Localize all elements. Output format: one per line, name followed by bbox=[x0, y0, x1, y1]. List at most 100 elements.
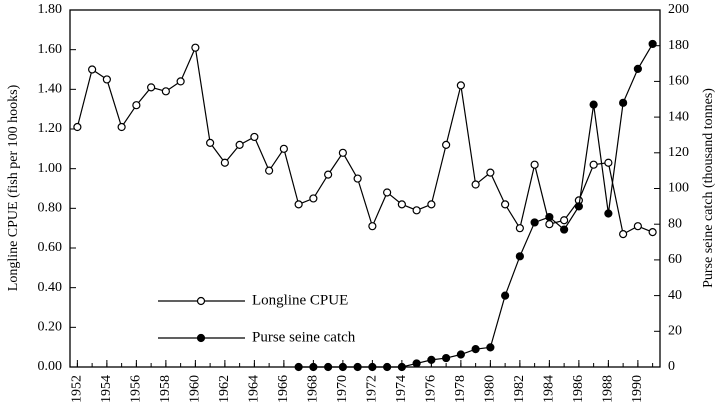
y-tick-label: 0.00 bbox=[38, 359, 63, 374]
data-point bbox=[442, 353, 451, 363]
series-line bbox=[298, 43, 654, 368]
y2-tick-label: 180 bbox=[668, 38, 689, 53]
y-tick-label: 0.60 bbox=[38, 240, 63, 255]
data-point bbox=[545, 220, 554, 229]
data-point bbox=[309, 194, 318, 203]
data-point bbox=[515, 252, 524, 261]
data-point bbox=[560, 225, 569, 234]
data-point bbox=[486, 343, 495, 352]
data-point bbox=[471, 180, 480, 189]
data-point bbox=[88, 65, 97, 74]
data-point bbox=[279, 144, 288, 153]
data-point bbox=[132, 101, 141, 110]
y-tick-label: 0.80 bbox=[38, 201, 63, 216]
x-tick-label: 1982 bbox=[512, 375, 527, 403]
data-point bbox=[619, 230, 628, 239]
data-point bbox=[545, 212, 554, 222]
data-point bbox=[501, 200, 510, 209]
data-point bbox=[471, 345, 480, 354]
data-point bbox=[353, 174, 362, 183]
y2-tick-label: 40 bbox=[668, 288, 682, 303]
data-point bbox=[633, 64, 642, 74]
data-point bbox=[309, 362, 318, 372]
x-tick-label: 1980 bbox=[483, 375, 498, 403]
series-line bbox=[76, 45, 653, 236]
data-point bbox=[147, 83, 156, 92]
y-tick-label: 0.20 bbox=[38, 320, 63, 335]
x-tick-label: 1986 bbox=[571, 375, 586, 403]
data-point bbox=[530, 160, 539, 169]
data-point bbox=[633, 222, 642, 231]
plot-frame bbox=[69, 9, 661, 368]
data-point bbox=[235, 140, 244, 149]
y2-tick-label: 80 bbox=[668, 216, 682, 231]
legend-label: Longline CPUE bbox=[252, 292, 348, 308]
data-point bbox=[589, 100, 598, 109]
x-tick-label: 1976 bbox=[424, 375, 439, 403]
data-point bbox=[442, 140, 451, 149]
y-axis-label: Longline CPUE (fish per 100 hooks) bbox=[6, 84, 21, 291]
data-point bbox=[560, 216, 569, 225]
data-point bbox=[383, 362, 392, 372]
data-point bbox=[427, 355, 436, 364]
data-point bbox=[574, 202, 583, 211]
data-point bbox=[324, 362, 333, 372]
data-point bbox=[604, 209, 613, 218]
legend-label: Purse seine catch bbox=[252, 329, 356, 345]
y2-tick-label: 120 bbox=[668, 145, 689, 160]
data-point bbox=[604, 158, 613, 167]
data-point bbox=[338, 362, 347, 372]
data-point bbox=[73, 122, 82, 132]
x-tick-label: 1952 bbox=[70, 375, 85, 403]
data-point bbox=[515, 224, 524, 233]
legend-marker bbox=[196, 296, 206, 306]
y-tick-label: 1.00 bbox=[38, 161, 63, 176]
x-tick-label: 1984 bbox=[542, 375, 557, 403]
y2-tick-label: 0 bbox=[668, 359, 675, 374]
y2-tick-label: 20 bbox=[668, 324, 682, 339]
y2-axis-label: Purse seine catch (thousand tonnes) bbox=[701, 88, 716, 288]
x-tick-label: 1966 bbox=[276, 375, 291, 403]
data-point bbox=[353, 362, 362, 372]
data-point bbox=[368, 222, 377, 231]
data-point bbox=[619, 98, 628, 107]
x-tick-label: 1990 bbox=[630, 375, 645, 403]
data-point bbox=[397, 200, 406, 209]
data-point bbox=[250, 132, 259, 142]
data-point bbox=[648, 39, 657, 49]
data-point bbox=[412, 206, 421, 215]
data-point bbox=[456, 81, 465, 90]
y2-tick-label: 100 bbox=[668, 181, 689, 196]
y-tick-label: 1.40 bbox=[38, 82, 63, 97]
data-point bbox=[397, 362, 406, 372]
data-point bbox=[117, 122, 126, 132]
data-point bbox=[589, 160, 598, 169]
data-point bbox=[486, 168, 495, 177]
y2-tick-label: 160 bbox=[668, 74, 689, 89]
data-point bbox=[648, 228, 657, 237]
y2-tick-label: 200 bbox=[668, 2, 689, 17]
data-point bbox=[294, 200, 303, 209]
y2-tick-label: 140 bbox=[668, 109, 689, 124]
x-tick-label: 1962 bbox=[217, 375, 232, 403]
x-tick-label: 1988 bbox=[601, 375, 616, 403]
y-tick-label: 1.20 bbox=[38, 121, 63, 136]
x-tick-label: 1974 bbox=[394, 375, 409, 403]
x-tick-label: 1956 bbox=[129, 375, 144, 403]
data-point bbox=[161, 87, 170, 96]
data-point bbox=[294, 362, 303, 372]
data-point bbox=[102, 75, 111, 84]
legend-marker bbox=[196, 333, 206, 343]
x-tick-label: 1960 bbox=[188, 375, 203, 403]
data-point bbox=[456, 350, 465, 359]
data-point bbox=[191, 43, 200, 52]
data-point bbox=[368, 362, 377, 372]
x-tick-label: 1972 bbox=[365, 375, 380, 403]
data-point bbox=[338, 148, 347, 157]
y-tick-label: 1.60 bbox=[38, 42, 63, 57]
data-point bbox=[427, 200, 436, 209]
x-tick-label: 1958 bbox=[158, 375, 173, 403]
data-point bbox=[265, 166, 274, 175]
